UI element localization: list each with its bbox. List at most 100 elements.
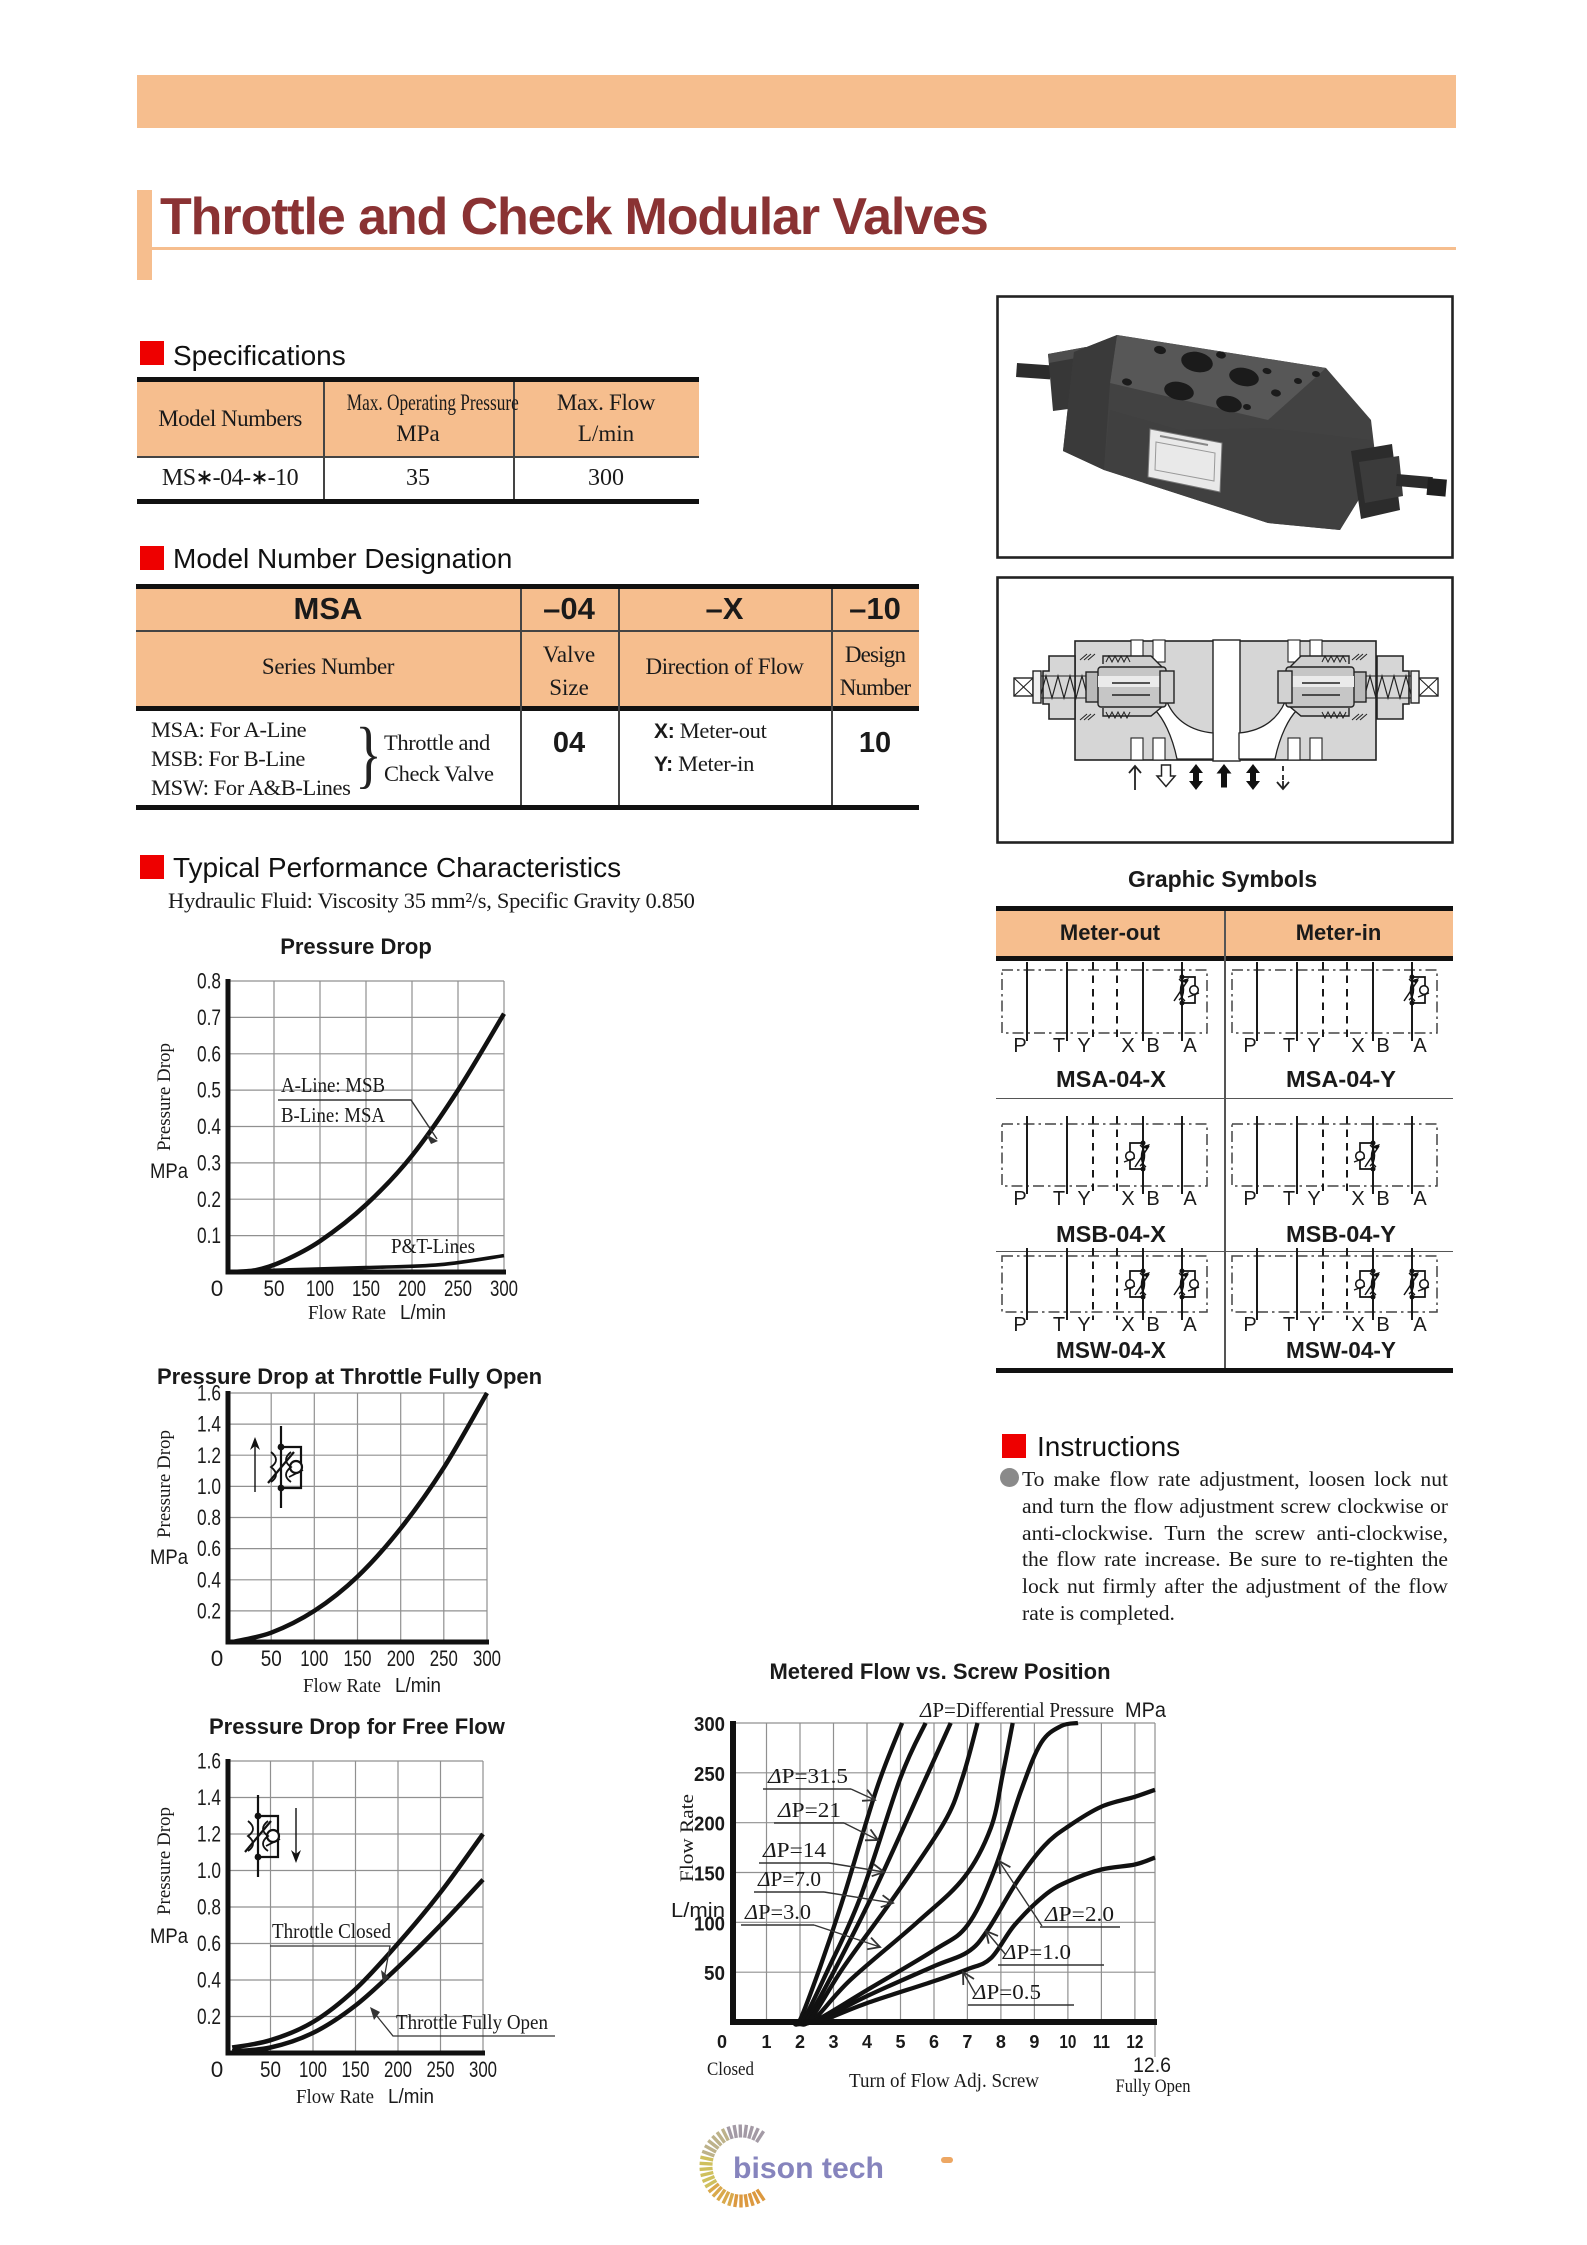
- svg-text:6: 6: [929, 2032, 939, 2052]
- svg-text:P: P: [1243, 1035, 1256, 1057]
- svg-text:P: P: [1013, 1314, 1026, 1336]
- svg-text:L/min: L/min: [395, 1675, 441, 1697]
- svg-text:L/min: L/min: [388, 2086, 434, 2108]
- svg-text:P: P: [1243, 1314, 1256, 1336]
- svg-text:250: 250: [694, 1763, 725, 1786]
- svg-text:bison tech: bison tech: [733, 2152, 884, 2185]
- svg-text:B: B: [1146, 1314, 1159, 1336]
- svg-text:0.5: 0.5: [197, 1078, 221, 1103]
- svg-text:Pressure Drop for Free Flow: Pressure Drop for Free Flow: [209, 1714, 506, 1739]
- svg-text:Flow Rate: Flow Rate: [296, 2086, 374, 2108]
- svg-text:Pressure Drop at Throttle Full: Pressure Drop at Throttle Fully Open: [157, 1364, 542, 1389]
- svg-text:0.2: 0.2: [197, 1187, 221, 1212]
- svg-text:L/min: L/min: [400, 1302, 446, 1324]
- svg-text:Turn of Flow Adj. Screw: Turn of Flow Adj. Screw: [849, 2071, 1039, 2092]
- svg-text:A: A: [1413, 1035, 1427, 1057]
- svg-text:100: 100: [306, 1276, 334, 1301]
- svg-text:0.4: 0.4: [197, 1114, 221, 1139]
- svg-text:Pressure Drop: Pressure Drop: [154, 1043, 175, 1151]
- svg-text:1.4: 1.4: [197, 1785, 221, 1810]
- svg-text:0.2: 0.2: [197, 2004, 221, 2029]
- svg-text:0.3: 0.3: [197, 1150, 221, 1175]
- svg-text:MSW-04-Y: MSW-04-Y: [1286, 1337, 1396, 1363]
- svg-text:A: A: [1183, 1314, 1197, 1336]
- svg-text:P: P: [1243, 1188, 1256, 1210]
- svg-text:B-Line: MSA: B-Line: MSA: [281, 1103, 386, 1127]
- svg-text:1.6: 1.6: [197, 1749, 221, 1774]
- svg-text:Throttle Fully Open: Throttle Fully Open: [396, 2010, 548, 2034]
- svg-text:T: T: [1053, 1188, 1065, 1210]
- svg-text:100: 100: [299, 2057, 327, 2082]
- svg-text:1.6: 1.6: [197, 1381, 221, 1406]
- svg-text:Pressure Drop: Pressure Drop: [154, 1430, 175, 1538]
- svg-text:A: A: [1413, 1314, 1427, 1336]
- svg-text:150: 150: [344, 1646, 372, 1671]
- svg-text:50: 50: [261, 1646, 282, 1671]
- svg-text:100: 100: [694, 1912, 725, 1935]
- svg-text:X: X: [1351, 1314, 1364, 1336]
- svg-text:L/min: L/min: [671, 1900, 725, 1922]
- svg-text:Y: Y: [1307, 1314, 1320, 1336]
- svg-text:200: 200: [384, 2057, 412, 2082]
- svg-text:A-Line: MSB: A-Line: MSB: [281, 1073, 385, 1097]
- svg-text:Pressure Drop: Pressure Drop: [280, 934, 432, 959]
- svg-text:MPa: MPa: [150, 1925, 188, 1948]
- svg-text:MPa: MPa: [1125, 1699, 1166, 1722]
- svg-text:MSB-04-Y: MSB-04-Y: [1286, 1221, 1396, 1247]
- svg-text:ΔP=7.0: ΔP=7.0: [757, 1867, 821, 1891]
- svg-text:150: 150: [342, 2057, 370, 2082]
- svg-text:250: 250: [444, 1276, 472, 1301]
- svg-text:Y: Y: [1077, 1314, 1090, 1336]
- svg-text:0.6: 0.6: [197, 1931, 221, 1956]
- svg-text:T: T: [1283, 1188, 1295, 1210]
- svg-text:B: B: [1146, 1035, 1159, 1057]
- svg-text:300: 300: [490, 1276, 518, 1301]
- svg-text:P&T-Lines: P&T-Lines: [391, 1234, 475, 1258]
- svg-text:300: 300: [473, 1646, 501, 1671]
- svg-text:0.8: 0.8: [197, 1895, 221, 1920]
- svg-text:Fully Open: Fully Open: [1116, 2076, 1191, 2097]
- svg-text:MSA-04-Y: MSA-04-Y: [1286, 1066, 1396, 1092]
- svg-text:0.8: 0.8: [197, 1505, 221, 1530]
- svg-text:300: 300: [469, 2057, 497, 2082]
- svg-text:1.0: 1.0: [197, 1474, 221, 1499]
- svg-text:0: 0: [717, 2032, 727, 2052]
- svg-text:Closed: Closed: [707, 2059, 754, 2080]
- svg-text:MSW-04-X: MSW-04-X: [1056, 1337, 1167, 1363]
- svg-text:0.1: 0.1: [197, 1223, 221, 1248]
- svg-text:9: 9: [1029, 2032, 1039, 2052]
- svg-text:3: 3: [828, 2032, 838, 2052]
- svg-text:X: X: [1121, 1188, 1134, 1210]
- svg-text:1.2: 1.2: [197, 1443, 221, 1468]
- svg-text:MPa: MPa: [150, 1546, 188, 1569]
- svg-text:MSA-04-X: MSA-04-X: [1056, 1066, 1167, 1092]
- svg-text:5: 5: [895, 2032, 905, 2052]
- svg-text:MPa: MPa: [150, 1160, 188, 1183]
- svg-text:1.4: 1.4: [197, 1412, 221, 1437]
- svg-text:12: 12: [1126, 2032, 1143, 2052]
- svg-text:1.2: 1.2: [197, 1822, 221, 1847]
- svg-text:0: 0: [211, 1276, 224, 1301]
- svg-text:12.6: 12.6: [1133, 2054, 1171, 2077]
- svg-text:A: A: [1183, 1035, 1197, 1057]
- svg-text:50: 50: [260, 2057, 281, 2082]
- svg-text:Y: Y: [1307, 1035, 1320, 1057]
- svg-text:8: 8: [996, 2032, 1006, 2052]
- svg-text:Throttle Closed: Throttle Closed: [272, 1919, 391, 1943]
- svg-text:ΔP=14: ΔP=14: [762, 1838, 827, 1862]
- svg-text:T: T: [1283, 1035, 1295, 1057]
- svg-text:250: 250: [430, 1646, 458, 1671]
- svg-text:100: 100: [300, 1646, 328, 1671]
- svg-text:0.6: 0.6: [197, 1041, 221, 1066]
- svg-text:T: T: [1283, 1314, 1295, 1336]
- svg-text:0.6: 0.6: [197, 1536, 221, 1561]
- svg-text:T: T: [1053, 1314, 1065, 1336]
- svg-text:150: 150: [352, 1276, 380, 1301]
- svg-text:MSB-04-X: MSB-04-X: [1056, 1221, 1167, 1247]
- svg-text:Pressure Drop: Pressure Drop: [154, 1807, 175, 1915]
- svg-text:A: A: [1413, 1188, 1427, 1210]
- svg-text:1: 1: [761, 2032, 771, 2052]
- svg-text:B: B: [1376, 1188, 1389, 1210]
- svg-text:0.4: 0.4: [197, 1567, 221, 1592]
- svg-text:A: A: [1183, 1188, 1197, 1210]
